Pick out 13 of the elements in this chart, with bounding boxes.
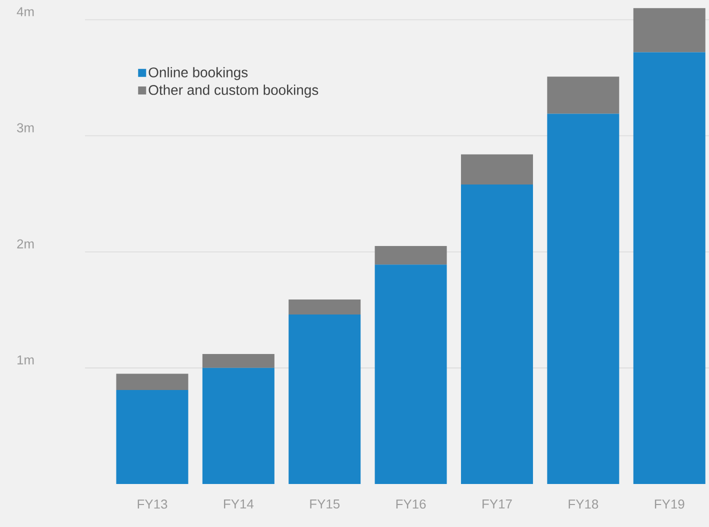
legend-label: Other and custom bookings	[148, 84, 318, 98]
x-tick-label: FY17	[482, 500, 512, 508]
y-tick-label: 4m	[16, 7, 34, 16]
x-tick-label: FY14	[224, 500, 254, 508]
y-tick-label: 1m	[18, 355, 34, 364]
x-tick-label: FY19	[654, 500, 684, 509]
x-tick-label: FY15	[310, 500, 340, 509]
legend-label: Online bookings	[148, 67, 248, 80]
y-tick-label: 2m	[17, 239, 34, 248]
x-tick-label: FY13	[138, 500, 168, 509]
y-tick-label: 3m	[17, 123, 34, 132]
x-tick-label: FY16	[396, 500, 426, 509]
x-tick-label: FY18	[568, 500, 598, 509]
